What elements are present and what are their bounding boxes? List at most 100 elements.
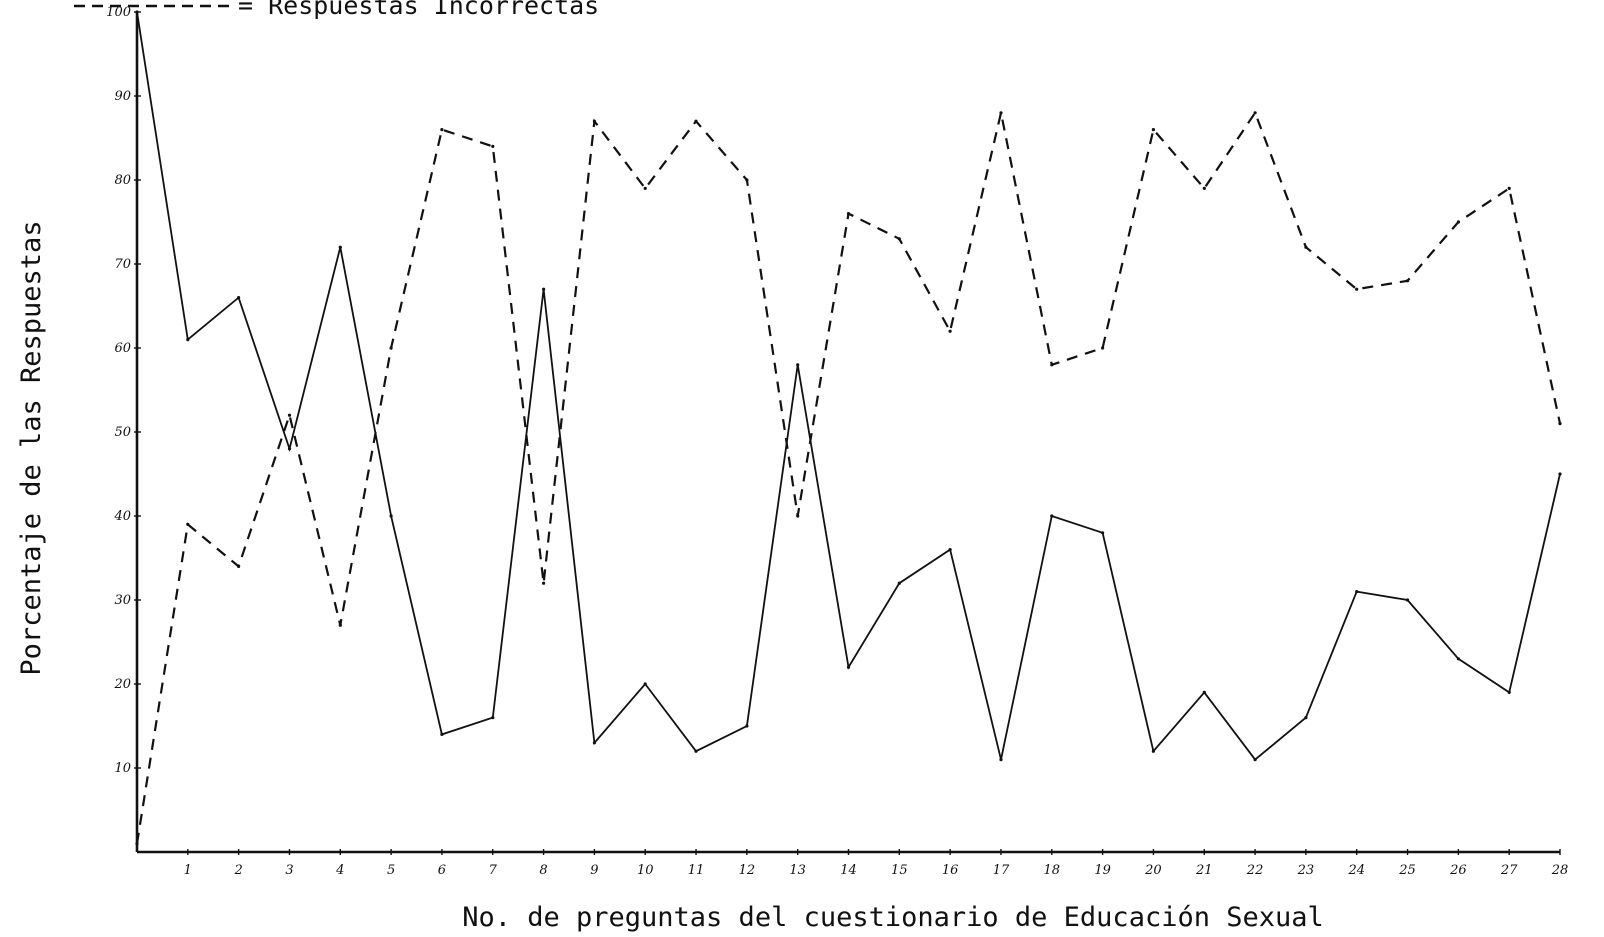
x-tick-label-25: 25 [1398,863,1416,878]
series-line-dashed [135,110,1562,844]
point-dashed-26 [1456,220,1460,224]
x-tick-label-7: 7 [489,863,498,878]
x-tick-label-24: 24 [1347,863,1365,878]
point-dashed-19 [1101,346,1105,350]
point-dashed-9 [592,119,597,123]
point-solid-7 [491,716,495,720]
point-solid-11 [694,749,698,753]
x-tick-label-20: 20 [1144,863,1162,878]
point-dashed-13 [796,514,800,518]
x-tick-label-13: 13 [789,863,806,878]
x-tick-label-4: 4 [335,863,344,878]
point-dashed-24 [1355,287,1359,291]
point-dashed-0 [135,842,139,846]
point-solid-22 [1253,758,1257,762]
point-dashed-16 [948,329,952,333]
series-line-solid [136,11,1561,761]
point-solid-25 [1405,598,1410,602]
point-solid-10 [643,682,647,686]
point-solid-18 [1050,514,1054,518]
y-tick-label-100: 100 [106,5,131,20]
point-dashed-2 [237,564,241,569]
x-tick-label-3: 3 [285,863,293,878]
x-tick-label-11: 11 [688,863,705,878]
point-dashed-23 [1304,245,1308,249]
y-axis-title: Porcentaje de las Respuestas [16,220,47,675]
point-dashed-27 [1507,186,1511,190]
point-dashed-28 [1558,422,1562,426]
x-tick-label-8: 8 [539,863,547,878]
point-solid-0 [135,10,139,14]
point-solid-19 [1101,531,1105,535]
point-dashed-5 [389,346,393,350]
x-tick-label-16: 16 [942,863,959,878]
point-solid-3 [287,447,292,451]
point-solid-21 [1202,690,1206,695]
x-tick-label-6: 6 [438,863,446,878]
point-solid-28 [1558,472,1562,476]
point-solid-15 [897,581,901,585]
point-solid-5 [389,514,393,518]
point-solid-27 [1507,690,1511,695]
point-dashed-4 [338,623,342,627]
legend: = Respuestas Incorrectas [74,0,599,20]
x-tick-label-17: 17 [993,863,1010,878]
point-dashed-7 [491,144,495,148]
point-dashed-14 [846,212,851,216]
point-dashed-18 [1050,363,1054,367]
point-solid-12 [745,724,749,728]
point-dashed-8 [542,581,546,585]
point-solid-1 [186,338,190,342]
point-solid-17 [999,758,1003,762]
point-solid-4 [338,245,342,249]
x-tick-label-9: 9 [590,863,598,878]
y-tick-label-90: 90 [114,89,131,104]
point-solid-2 [237,296,241,300]
y-tick-label-40: 40 [113,509,131,524]
point-dashed-6 [440,128,444,132]
point-dashed-1 [186,522,190,527]
point-solid-13 [796,363,800,367]
point-solid-6 [440,732,444,737]
x-tick-label-22: 22 [1246,863,1264,878]
x-tick-label-2: 2 [234,863,243,878]
x-tick-label-14: 14 [840,863,857,878]
y-tick-label-30: 30 [114,593,131,608]
x-tick-label-15: 15 [891,863,908,878]
y-tick-label-50: 50 [114,425,131,440]
y-tick-label-20: 20 [113,677,131,692]
point-solid-23 [1304,716,1308,720]
point-dashed-12 [745,178,749,182]
x-tick-label-1: 1 [184,863,192,878]
y-tick-label-80: 80 [114,173,131,188]
point-solid-16 [948,548,952,552]
x-axis-title: No. de preguntas del cuestionario de Edu… [462,902,1324,932]
point-dashed-10 [643,186,647,190]
point-dashed-22 [1253,111,1257,115]
y-tick-label-70: 70 [114,257,131,272]
point-solid-14 [846,665,851,669]
point-dashed-15 [897,237,901,241]
point-dashed-21 [1202,186,1206,190]
point-dashed-25 [1405,279,1410,283]
point-solid-26 [1456,657,1460,661]
y-tick-label-10: 10 [114,761,131,776]
series-lines [135,10,1562,846]
x-tick-label-10: 10 [637,863,654,878]
x-tick-label-28: 28 [1551,863,1569,878]
point-dashed-20 [1151,128,1155,132]
x-tick-label-26: 26 [1449,863,1467,878]
x-tick-label-23: 23 [1297,863,1315,878]
x-tick-label-18: 18 [1044,863,1061,878]
x-tick-label-21: 21 [1195,863,1213,878]
point-dashed-17 [999,111,1003,115]
legend-entry-incorrectas: = Respuestas Incorrectas [238,0,599,20]
point-solid-24 [1355,590,1359,594]
y-tick-label-60: 60 [114,341,131,356]
x-tick-label-5: 5 [387,863,395,878]
point-solid-9 [592,741,597,745]
x-tick-label-19: 19 [1094,863,1111,878]
